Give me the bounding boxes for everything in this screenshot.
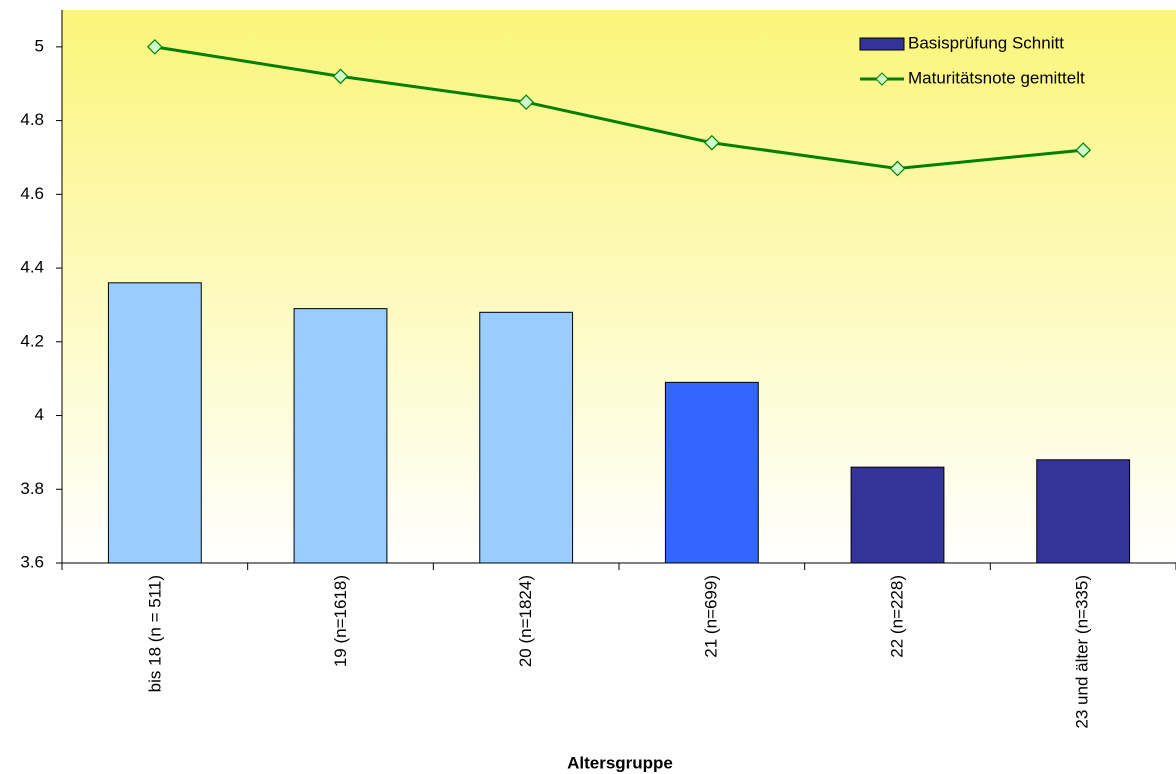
legend-marker: [875, 72, 889, 86]
y-tick-label: 4.2: [20, 331, 44, 350]
x-tick-label: 23 und älter (n=335): [1072, 575, 1092, 729]
y-tick-label: 4.8: [20, 110, 44, 129]
marker: [1075, 142, 1092, 158]
bar: [107, 282, 202, 564]
marker: [518, 94, 535, 111]
legend-label: Basisprüfung Schnitt: [908, 33, 1064, 52]
bar: [850, 466, 945, 564]
x-tick-label: 19 (n=1618): [330, 575, 350, 668]
line: [154, 45, 1084, 171]
marker: [703, 134, 720, 151]
y-tick-label: 3.6: [20, 552, 44, 571]
x-tick-label: 21 (n=699): [701, 575, 721, 658]
y-tick-label: 5: [35, 36, 44, 55]
marker: [146, 39, 163, 55]
bar: [479, 311, 574, 564]
y-tick-label: 4.4: [20, 258, 44, 277]
marker: [889, 160, 906, 177]
bar: [664, 381, 759, 564]
marker: [332, 68, 349, 85]
x-axis-title: Altersgruppe: [567, 753, 673, 772]
legend-swatch: [859, 37, 905, 51]
plot-area: [62, 10, 1176, 563]
legend-label: Maturitätsnote gemittelt: [908, 68, 1085, 87]
x-tick-label: bis 18 (n = 511): [145, 575, 165, 693]
bar: [293, 308, 388, 564]
x-tick-label: 20 (n=1824): [516, 575, 536, 668]
y-tick-label: 3.8: [20, 479, 44, 498]
y-tick-label: 4: [35, 405, 44, 424]
y-tick-label: 4.6: [20, 184, 44, 203]
x-tick-label: 22 (n=228): [887, 575, 907, 658]
bar: [1036, 459, 1131, 564]
